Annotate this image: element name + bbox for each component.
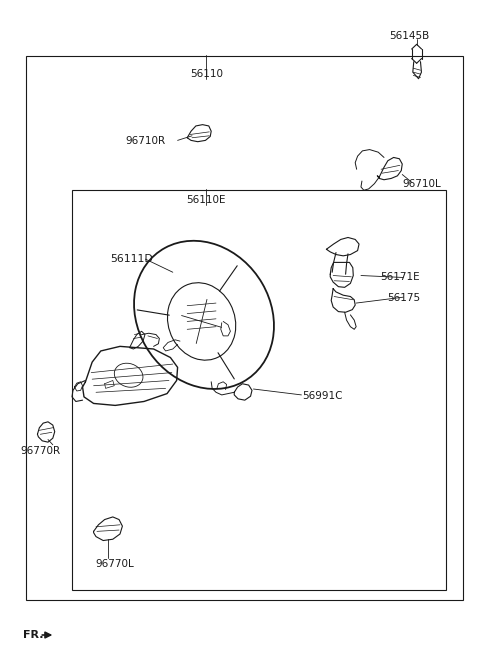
Bar [26, 56, 463, 600]
Text: 96710R: 96710R [125, 136, 166, 146]
Text: 56110E: 56110E [187, 195, 226, 205]
Text: FR.: FR. [23, 630, 44, 640]
Ellipse shape [114, 363, 143, 387]
Text: 56145B: 56145B [389, 31, 429, 41]
Text: 56110: 56110 [190, 69, 223, 79]
Text: 96770R: 96770R [21, 446, 61, 456]
Text: 56171E: 56171E [380, 272, 420, 283]
Text: 96770L: 96770L [96, 559, 134, 569]
Text: 56991C: 56991C [302, 390, 343, 401]
Bar [72, 190, 446, 590]
Ellipse shape [134, 241, 274, 389]
Ellipse shape [168, 283, 236, 360]
Text: 56111D: 56111D [110, 254, 154, 264]
Text: 56175: 56175 [387, 293, 420, 304]
Text: 96710L: 96710L [403, 178, 442, 189]
